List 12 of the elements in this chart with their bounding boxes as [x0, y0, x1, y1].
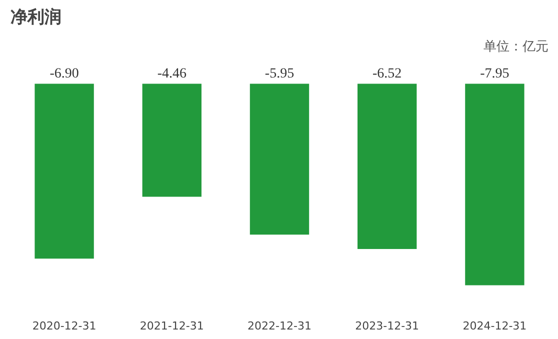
- data-label: -4.46: [157, 66, 186, 82]
- x-tick-label: 2023-12-31: [355, 320, 420, 332]
- text: 单位：亿元: [484, 40, 548, 54]
- chart-title: 净利润: [10, 8, 62, 28]
- data-label: -6.52: [372, 66, 402, 82]
- x-tick-label: 2022-12-31: [248, 320, 312, 332]
- x-tick-label: 2020-12-31: [32, 320, 96, 332]
- data-label: -5.95: [264, 66, 294, 82]
- data-label: -6.90: [50, 66, 79, 82]
- x-tick-label: 2024-12-31: [462, 320, 527, 332]
- x-tick-label: 2021-12-31: [140, 320, 204, 332]
- data-label: -7.95: [480, 66, 510, 82]
